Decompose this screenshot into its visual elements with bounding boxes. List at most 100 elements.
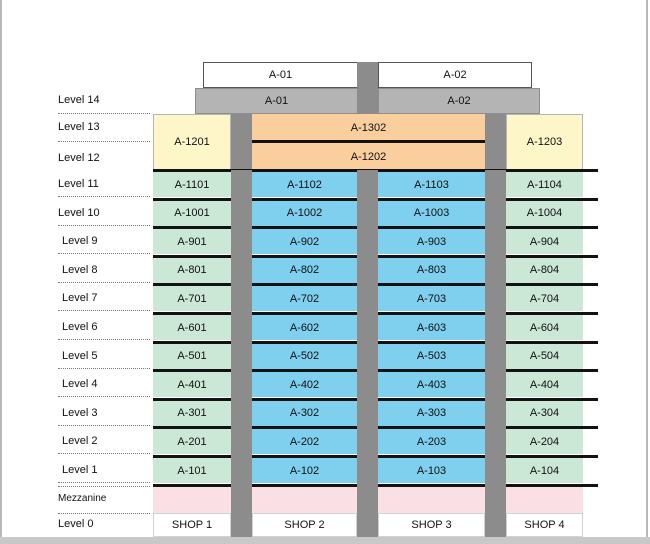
- unit-cell: A-803: [378, 257, 485, 283]
- level-label-14: Level 14: [58, 94, 100, 106]
- unit-cell: A-701: [153, 286, 231, 312]
- unit-cell: A-501: [153, 343, 231, 369]
- unit-cell: A-901: [153, 229, 231, 255]
- floor-slab-level13: [252, 140, 485, 143]
- level-divider: [58, 424, 150, 426]
- unit-cell: A-1003: [378, 200, 485, 226]
- unit-cell: A-903: [378, 229, 485, 255]
- core-right-upper: [485, 114, 506, 170]
- unit-cell: A-1101: [153, 172, 231, 197]
- unit-cell: A-303: [378, 400, 485, 426]
- unit-cell: A-403: [378, 372, 485, 398]
- unit-cell: A-301: [153, 400, 231, 426]
- level-divider: [58, 281, 150, 283]
- level-divider: [58, 396, 150, 398]
- unit-cell: A-503: [378, 343, 485, 369]
- level-label-0: Level 0: [58, 518, 94, 530]
- unit-cell: A-603: [378, 315, 485, 340]
- level-label: Level 6: [62, 321, 98, 333]
- unit-cell: A-102: [252, 458, 357, 483]
- unit-cell: A-604: [506, 315, 583, 340]
- roof-unit-a01: A-01: [203, 62, 358, 88]
- unit-cell: A-804: [506, 257, 583, 283]
- unit-a1202: A-1202: [252, 143, 485, 170]
- level-label: Level 2: [62, 435, 98, 448]
- unit-cell: A-304: [506, 400, 583, 426]
- frame-left-border: [0, 0, 2, 544]
- level-label: Level 7: [62, 292, 98, 305]
- unit-cell: A-504: [506, 343, 583, 369]
- shop-3: SHOP 3: [378, 513, 485, 537]
- unit-cell: A-704: [506, 286, 583, 312]
- unit-a1201: A-1201: [153, 114, 231, 170]
- mezzanine-zone-4: [506, 487, 583, 513]
- mezzanine-zone-1: [153, 487, 231, 513]
- unit-cell: A-101: [153, 458, 231, 483]
- unit-cell: A-703: [378, 286, 485, 312]
- unit-cell: A-203: [378, 429, 485, 455]
- unit-cell: A-1004: [506, 200, 583, 226]
- level-label: Level 3: [62, 406, 98, 419]
- unit-cell: A-104: [506, 458, 583, 483]
- unit-cell: A-401: [153, 372, 231, 398]
- unit-cell: A-1103: [378, 172, 485, 197]
- level-label-13: Level 13: [58, 121, 100, 133]
- unit-cell: A-801: [153, 257, 231, 283]
- unit-cell: A-103: [378, 458, 485, 483]
- mezzanine-zone-2: [252, 487, 357, 513]
- level-label: Level 9: [62, 235, 98, 248]
- unit-cell: A-202: [252, 429, 357, 455]
- level-label: Level 4: [62, 378, 98, 391]
- level-divider: [58, 253, 150, 255]
- unit-cell: A-502: [252, 343, 357, 369]
- level-divider: [58, 513, 150, 514]
- unit-cell: A-402: [252, 372, 357, 398]
- level-divider: [58, 224, 150, 226]
- unit-cell: A-204: [506, 429, 583, 455]
- roof-unit-a02: A-02: [378, 62, 532, 88]
- core-2: [357, 170, 378, 537]
- level-label: Level 10: [58, 206, 100, 219]
- level-divider: [58, 367, 150, 369]
- rooftop-core: [357, 62, 378, 114]
- level-divider: [58, 196, 150, 197]
- mezzanine-zone-3: [378, 487, 485, 513]
- level-divider: [58, 339, 150, 340]
- level-divider: [58, 453, 150, 455]
- unit-cell: A-904: [506, 229, 583, 255]
- unit-cell: A-902: [252, 229, 357, 255]
- level14-unit-a01: A-01: [195, 88, 358, 114]
- shop-2: SHOP 2: [252, 513, 357, 537]
- unit-a1302: A-1302: [252, 114, 485, 141]
- level-divider: [58, 482, 150, 483]
- frame-bottom-border: [0, 537, 650, 544]
- unit-cell: A-404: [506, 372, 583, 398]
- unit-cell: A-1102: [252, 172, 357, 197]
- level-label-mezzanine: Mezzanine: [58, 493, 107, 504]
- unit-cell: A-802: [252, 257, 357, 283]
- shop-1: SHOP 1: [153, 513, 231, 537]
- level-label: Level 1: [62, 464, 98, 476]
- level-label: Level 5: [62, 349, 98, 362]
- unit-cell: A-1001: [153, 200, 231, 226]
- level-divider: [58, 310, 150, 312]
- core-1: [231, 170, 252, 537]
- unit-a1203: A-1203: [506, 114, 583, 170]
- unit-cell: A-1104: [506, 172, 583, 197]
- core-left-upper: [231, 114, 252, 170]
- level-label: Level 11: [58, 178, 99, 190]
- core-3: [485, 170, 506, 537]
- level-divider: [58, 486, 150, 487]
- unit-cell: A-201: [153, 429, 231, 455]
- level-label: Level 8: [62, 263, 98, 276]
- level-label-12: Level 12: [58, 152, 100, 164]
- unit-cell: A-602: [252, 315, 357, 340]
- unit-cell: A-601: [153, 315, 231, 340]
- level-divider: [58, 113, 150, 114]
- unit-cell: A-1002: [252, 200, 357, 226]
- level14-unit-a02: A-02: [378, 88, 540, 114]
- shop-4: SHOP 4: [506, 513, 583, 537]
- unit-cell: A-702: [252, 286, 357, 312]
- level-divider: [58, 141, 150, 142]
